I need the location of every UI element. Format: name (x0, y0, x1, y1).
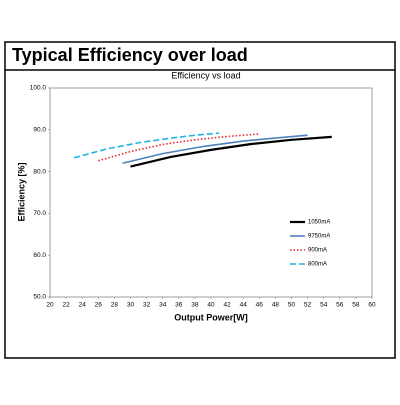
x-tick-label: 24 (79, 302, 87, 309)
series-line (122, 134, 308, 165)
series-line (73, 132, 220, 159)
x-tick-label: 38 (191, 302, 199, 309)
y-tick-label: 80.0 (33, 168, 46, 175)
y-tick-label: 70.0 (33, 210, 46, 217)
x-tick-label: 42 (223, 302, 231, 309)
x-tick-label: 30 (127, 302, 135, 309)
x-tick-label: 34 (159, 302, 167, 309)
x-tick-label: 36 (175, 302, 183, 309)
y-tick-label: 60.0 (33, 252, 46, 259)
series-line (98, 133, 260, 162)
y-tick-label: 50.0 (33, 294, 46, 301)
header-title: Typical Efficiency over load (12, 45, 248, 65)
x-tick-label: 22 (62, 302, 70, 309)
y-axis-label: Efficiency [%] (16, 162, 26, 221)
y-tick-label: 100.0 (30, 85, 47, 92)
legend-label: 9750mA (308, 234, 330, 240)
x-tick-label: 48 (272, 302, 280, 309)
x-tick-label: 28 (111, 302, 119, 309)
x-tick-label: 40 (207, 302, 215, 309)
x-tick-label: 56 (336, 302, 344, 309)
series-line (130, 135, 332, 168)
x-tick-label: 46 (256, 302, 264, 309)
chart-title: Efficiency vs load (171, 70, 240, 80)
x-tick-label: 32 (143, 302, 151, 309)
legend-label: 800mA (308, 262, 327, 268)
x-tick-label: 52 (304, 302, 312, 309)
legend-label: 900mA (308, 248, 327, 254)
x-tick-label: 54 (320, 302, 328, 309)
x-axis-label: Output Power[W] (174, 312, 248, 322)
y-tick-label: 90.0 (33, 127, 46, 134)
x-tick-label: 60 (368, 302, 376, 309)
x-tick-label: 26 (95, 302, 103, 309)
x-tick-label: 58 (352, 302, 360, 309)
x-tick-label: 50 (288, 302, 296, 309)
legend-label: 1050mA (308, 220, 330, 226)
x-tick-label: 20 (46, 302, 54, 309)
x-tick-label: 44 (240, 302, 248, 309)
frame (4, 41, 396, 359)
